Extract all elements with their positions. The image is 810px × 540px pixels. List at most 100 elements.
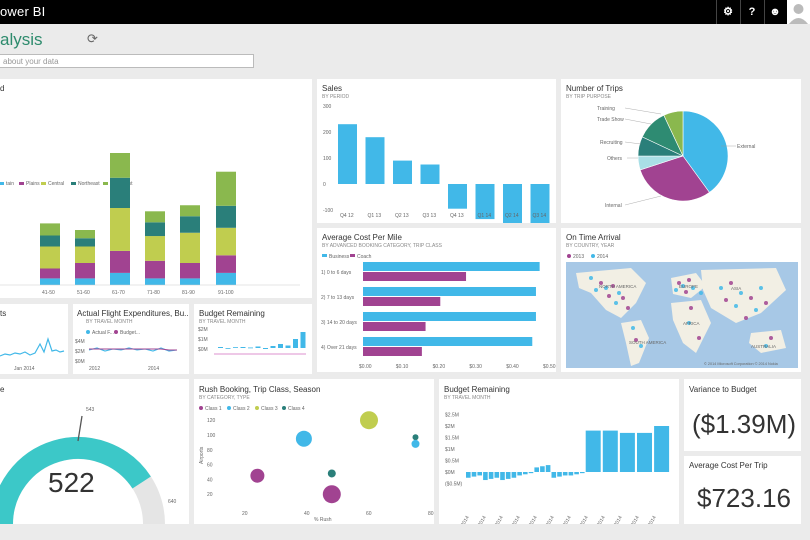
map-point xyxy=(599,281,603,285)
legend-swatch xyxy=(322,254,327,257)
map-point xyxy=(674,288,678,292)
divider xyxy=(764,0,765,24)
tile-actual-flight-expenditures[interactable]: Actual Flight Expenditures, Bu... BY TRA… xyxy=(73,304,189,374)
x-tick: $0.10 xyxy=(396,364,409,370)
legend-dot-2014 xyxy=(591,254,595,258)
bar xyxy=(619,432,635,472)
bar xyxy=(545,465,551,472)
refresh-icon[interactable]: ⟳ xyxy=(87,31,98,46)
map-point xyxy=(684,290,688,294)
legend-label: Class 4 xyxy=(288,406,305,412)
x-tick: 20 xyxy=(242,511,248,517)
smiley-icon[interactable]: ☻ xyxy=(769,6,781,18)
scatter-point xyxy=(412,434,419,441)
x-tick: 80 xyxy=(428,511,434,517)
bar-segment xyxy=(40,268,60,279)
continent-north-america xyxy=(576,268,646,318)
bar xyxy=(574,472,579,475)
bar-segment xyxy=(110,153,130,178)
map-point xyxy=(614,301,618,305)
bar xyxy=(300,332,306,348)
tile-budget-remaining-small[interactable]: Budget Remaining BY TRAVEL MONTH $2M $1M… xyxy=(194,304,312,374)
tile-title: On Time Arrival xyxy=(566,233,621,242)
timeseries-chart: Jan 2014 xyxy=(0,337,65,372)
y-tick: $2.5M xyxy=(445,413,459,419)
x-tick: 61-70 xyxy=(112,290,125,296)
tile-average-cost-per-mile[interactable]: Average Cost Per Mile BY ADVANCED BOOKIN… xyxy=(317,228,556,372)
bar-segment xyxy=(75,263,95,279)
bar xyxy=(218,347,223,348)
bar xyxy=(483,472,488,481)
tile-average-cost-per-trip[interactable]: Average Cost Per Trip $723.16 xyxy=(684,456,801,524)
bar-segment xyxy=(40,235,60,247)
gear-icon[interactable]: ⚙ xyxy=(723,6,733,18)
scatter-point xyxy=(295,430,312,447)
legend-actual: Actual F... xyxy=(92,330,114,336)
map-point xyxy=(734,304,738,308)
map-point xyxy=(631,326,635,330)
bar-segment xyxy=(145,260,165,279)
y-tick: 60 xyxy=(207,463,213,469)
x-tick: Q4 12 xyxy=(340,213,354,219)
pie-label: Trade Show xyxy=(597,117,624,123)
bar xyxy=(293,339,298,348)
bar xyxy=(494,472,500,478)
legend-dot-2013 xyxy=(567,254,571,258)
qa-search-input[interactable]: about your data xyxy=(0,54,254,68)
y-tick: 1) 0 to 6 days xyxy=(321,270,352,276)
legend-2014: 2014 xyxy=(597,254,608,260)
bar xyxy=(471,472,477,477)
help-icon[interactable]: ? xyxy=(748,6,756,18)
bar xyxy=(248,347,253,349)
tile-title: Average Cost Per Trip xyxy=(689,461,768,470)
map-point xyxy=(754,308,758,312)
tile-rush-booking[interactable]: Rush Booking, Trip Class, Season BY CATE… xyxy=(194,379,434,524)
tile-budget-remaining[interactable]: Budget Remaining BY TRAVEL MONTH $2.5M $2… xyxy=(439,379,679,524)
tile-small-timeseries[interactable]: ts Jan 2014 xyxy=(0,304,68,374)
x-tick: $0.30 xyxy=(469,364,482,370)
tile-gauge[interactable]: e 543 640 522 xyxy=(0,379,189,524)
tile-variance-to-budget[interactable]: Variance to Budget ($1.39M) xyxy=(684,379,801,451)
label-europe: EUROPE xyxy=(679,284,698,289)
user-avatar[interactable] xyxy=(787,0,810,24)
tile-title: ts xyxy=(0,309,7,318)
label-north-america: NORTH AMERICA xyxy=(599,284,636,289)
label-asia: ASIA xyxy=(731,286,741,291)
bar-segment xyxy=(180,232,200,263)
label-africa: AFRICA xyxy=(683,321,700,326)
legend-swatch xyxy=(103,182,108,185)
tile-on-time-arrival[interactable]: On Time Arrival BY COUNTRY, YEAR 2013 20… xyxy=(561,228,801,372)
map-point xyxy=(739,291,743,295)
map-point xyxy=(626,306,630,310)
bar xyxy=(540,466,545,472)
rush-scatter-chart: Class 1 Class 2 Class 3 Class 4 120 100 80 60 40… xyxy=(199,406,434,523)
continent-australia xyxy=(749,330,786,353)
map-point xyxy=(697,336,701,340)
pie-label: External xyxy=(737,144,755,150)
gauge-value: 522 xyxy=(48,467,95,498)
tile-title: Budget Remaining xyxy=(199,309,265,318)
tile-number-of-trips[interactable]: Number of Trips BY TRIP PURPOSE Training… xyxy=(561,79,801,223)
bar-coach xyxy=(363,297,441,306)
x-tick: 1/1/2014 xyxy=(456,515,471,524)
map-point xyxy=(594,288,598,292)
legend-label: Class 3 xyxy=(261,406,278,412)
pie-label: Internal xyxy=(605,203,622,209)
bar-segment xyxy=(180,216,200,233)
legend-label: Coach xyxy=(357,254,372,260)
pie-label: Others xyxy=(607,156,623,162)
tile-stacked-columns[interactable]: d tainPlainsCentralNortheastSoutheast41-… xyxy=(0,79,312,298)
x-tick: 12/1/2014 xyxy=(641,515,657,524)
tile-subtitle: BY TRAVEL MONTH xyxy=(444,395,491,401)
map-point xyxy=(607,294,611,298)
bar xyxy=(523,472,528,475)
legend-dot xyxy=(199,406,203,410)
map-point xyxy=(719,286,723,290)
bar xyxy=(225,348,231,349)
legend-label: Class 2 xyxy=(233,406,250,412)
map-point xyxy=(621,296,625,300)
legend-dot-actual xyxy=(86,330,90,334)
dashboard-title: alysis xyxy=(0,30,43,49)
x-tick: 60 xyxy=(366,511,372,517)
